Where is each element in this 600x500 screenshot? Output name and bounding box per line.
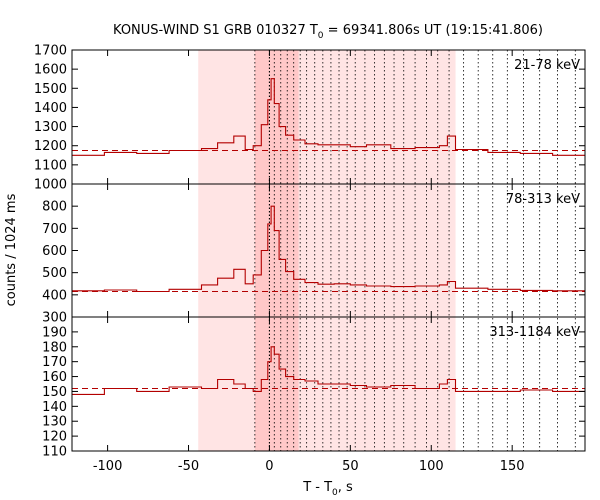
light-curves	[72, 78, 585, 395]
y-tick-label: 1000	[34, 178, 67, 193]
shaded-region	[198, 50, 456, 451]
y-tick-label: 130	[42, 415, 67, 430]
x-tick-label: 100	[419, 459, 444, 474]
x-axis-label: T - T0, s	[302, 480, 353, 498]
y-tick-label: 400	[42, 288, 67, 303]
panel-frame	[71, 316, 586, 452]
y-tick-label: 160	[42, 370, 67, 385]
y-tick-label: 1600	[34, 63, 67, 78]
y-tick-label: 170	[42, 355, 67, 370]
y-tick-label: 1300	[34, 120, 67, 135]
y-axis-label: counts / 1024 ms	[4, 193, 19, 306]
y-tick-label: 110	[42, 445, 67, 460]
x-tick-label: 0	[265, 459, 273, 474]
y-tick-label: 1200	[34, 139, 67, 154]
x-tick-label: 50	[342, 459, 359, 474]
light-curve-2	[72, 205, 585, 293]
y-tick-label: 1700	[34, 44, 67, 59]
band-label: 313-1184 keV	[489, 325, 580, 340]
y-tick-label: 700	[42, 222, 67, 237]
x-tick-label: -50	[178, 459, 199, 474]
band-label: 21-78 keV	[514, 58, 580, 73]
light-curve-1	[72, 78, 585, 156]
y-tick-label: 800	[42, 200, 67, 215]
y-tick-label: 500	[42, 266, 67, 281]
y-tick-label: 190	[42, 325, 67, 340]
x-tick-label: 150	[500, 459, 525, 474]
chart-title: KONUS-WIND S1 GRB 010327 T0 = 69341.806s…	[113, 23, 543, 41]
shaded-intervals	[198, 50, 456, 451]
y-tick-label: 600	[42, 244, 67, 259]
band-label: 78-313 keV	[506, 192, 580, 207]
y-tick-label: 1500	[34, 82, 67, 97]
y-tick-label: 140	[42, 400, 67, 415]
y-tick-label: 1100	[34, 158, 67, 173]
y-tick-label: 120	[42, 430, 67, 445]
light-curve-3	[72, 346, 585, 395]
y-tick-label: 180	[42, 340, 67, 355]
y-tick-label: 150	[42, 385, 67, 400]
interval-lines	[254, 50, 576, 451]
y-tick-label: 1400	[34, 101, 67, 116]
x-tick-label: -100	[93, 459, 123, 474]
y-tick-label: 300	[42, 311, 67, 326]
